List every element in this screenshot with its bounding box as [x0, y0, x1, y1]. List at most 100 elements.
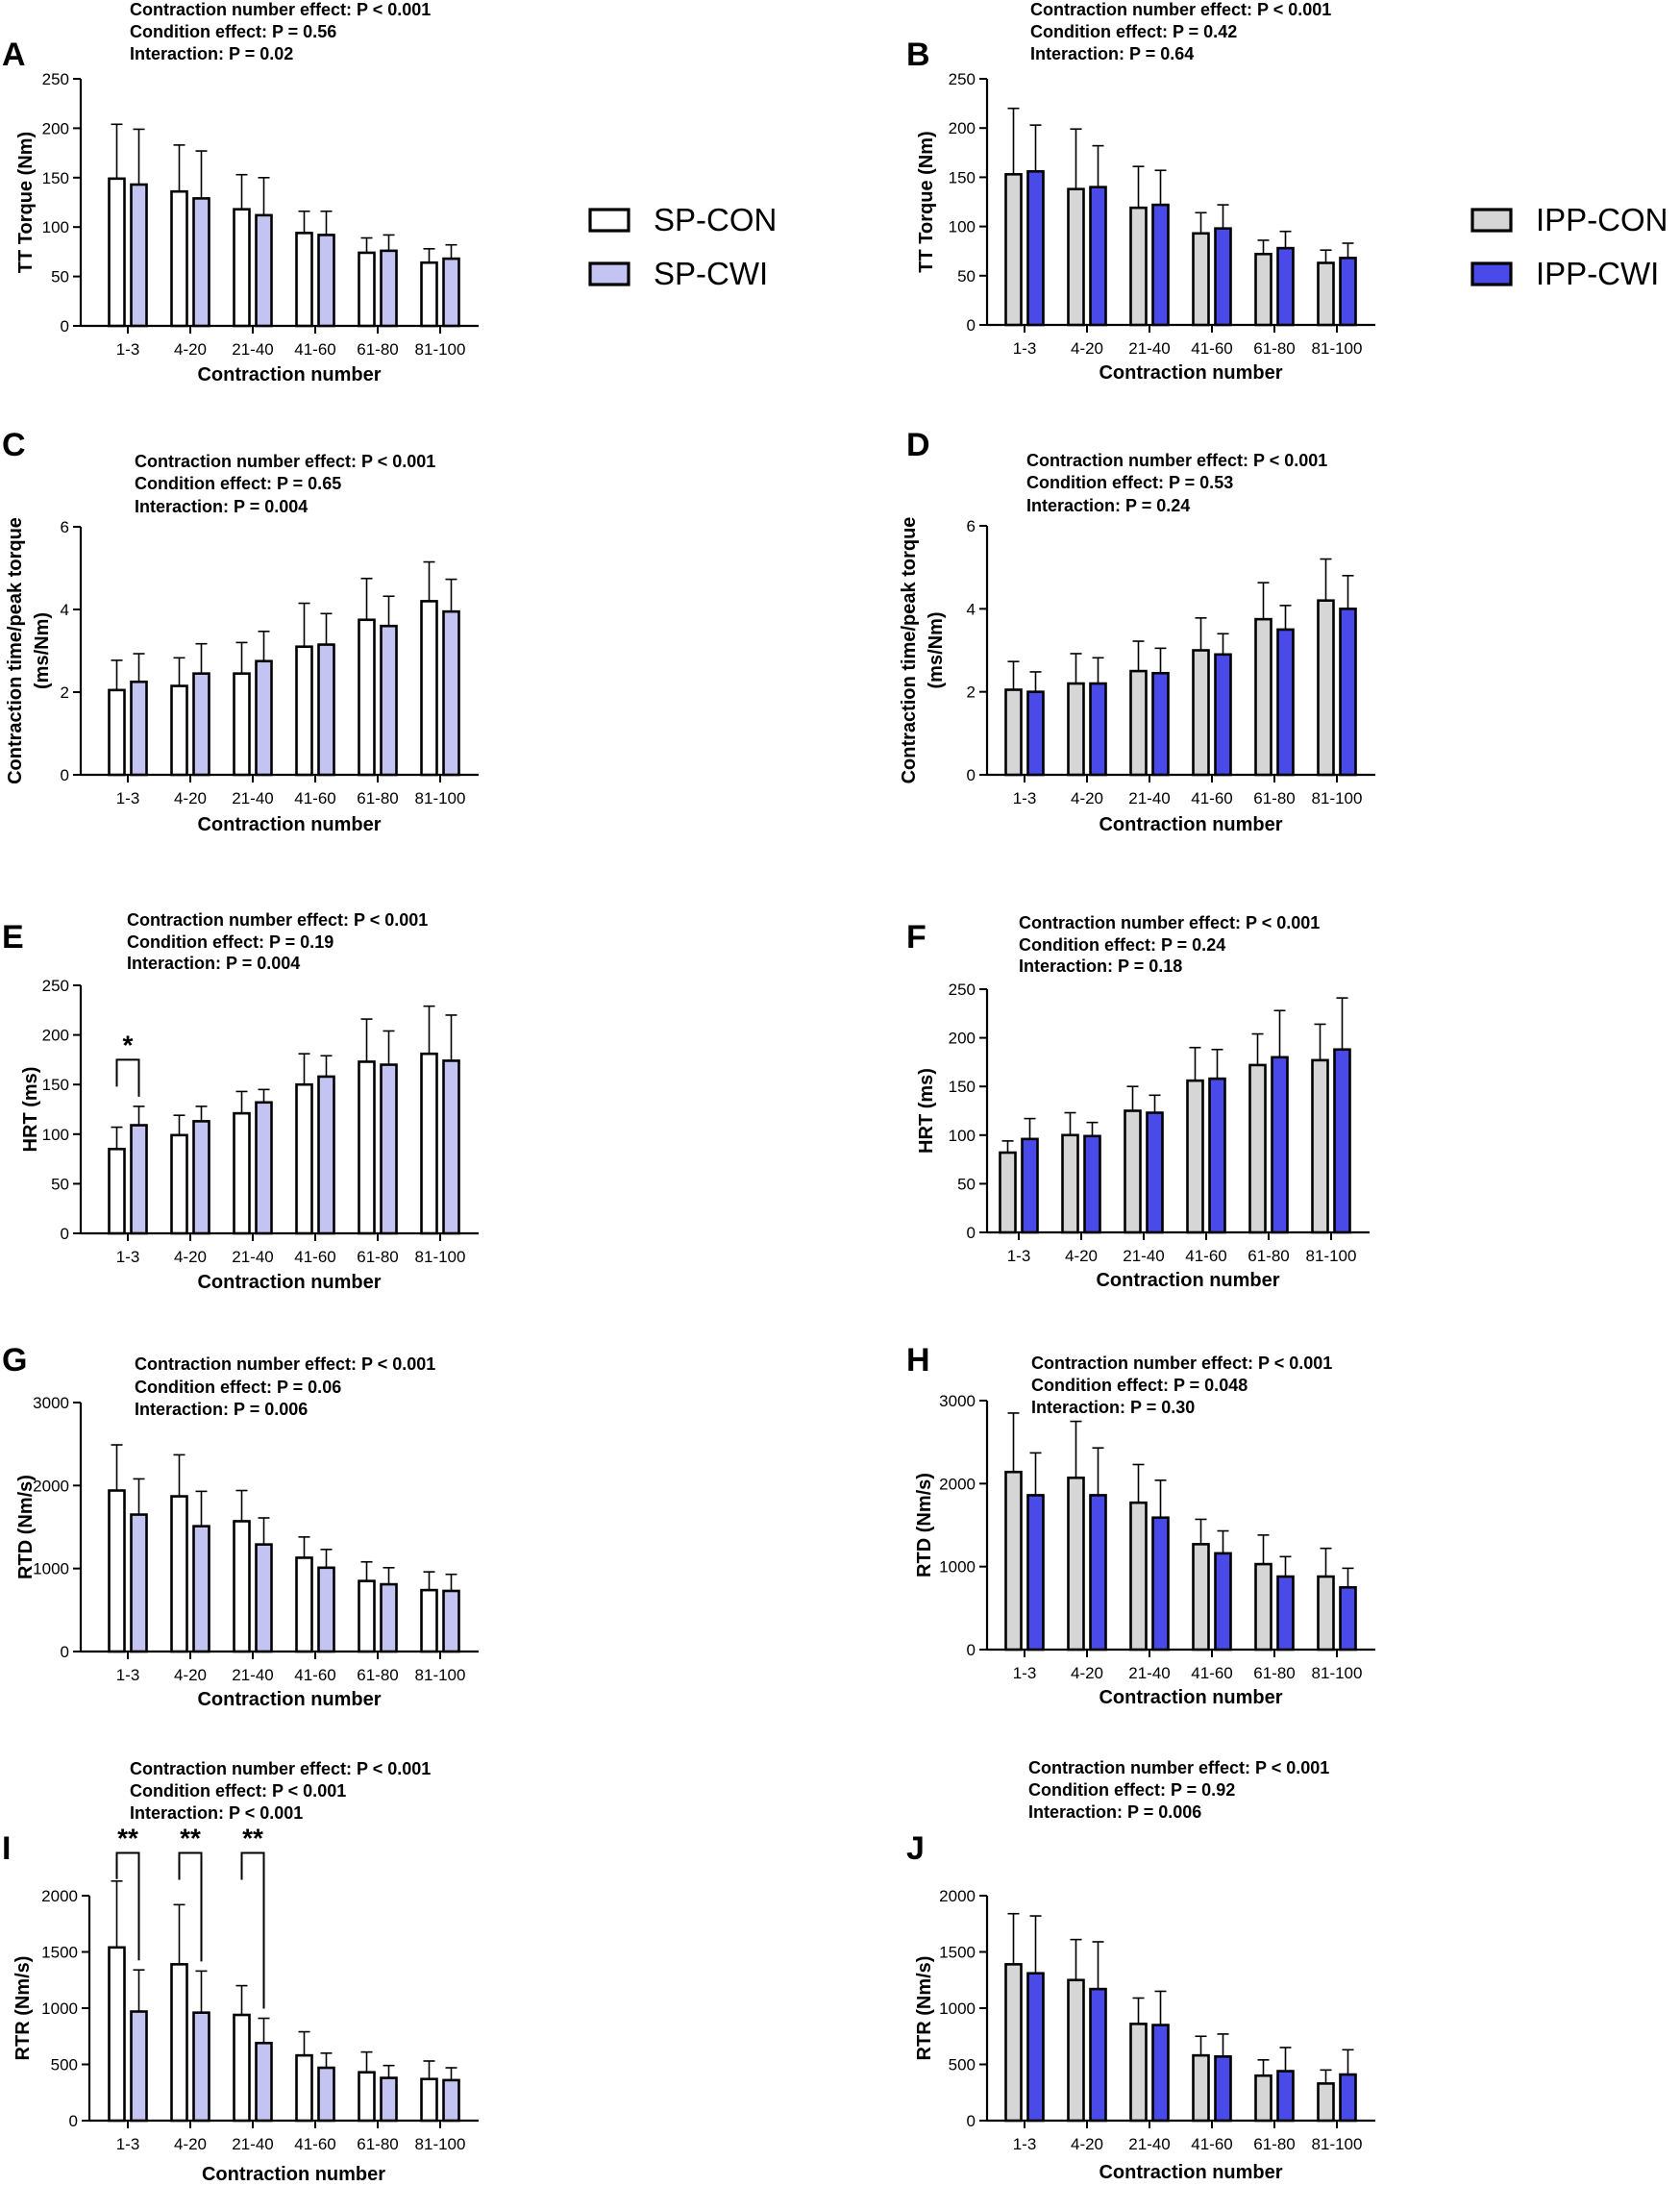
- bar: [1254, 617, 1272, 777]
- x-tick-label: 81-100: [415, 340, 466, 359]
- y-axis-label: HRT (ms): [916, 1068, 937, 1154]
- bar: [1214, 227, 1232, 327]
- bar: [1129, 669, 1148, 777]
- legend-label: SP-CON: [654, 202, 777, 237]
- x-tick-label: 61-80: [357, 789, 398, 807]
- x-tick-label: 4-20: [174, 1248, 207, 1266]
- bar: [1067, 1978, 1085, 2123]
- bar: [108, 1147, 126, 1235]
- bar: [358, 1060, 376, 1235]
- x-tick-label: 21-40: [1128, 339, 1170, 358]
- panel-letter: D: [906, 427, 930, 463]
- x-tick-label: 41-60: [294, 1666, 335, 1684]
- x-tick-label: 61-80: [1253, 2135, 1295, 2153]
- bar: [108, 1946, 126, 2123]
- bar: [420, 261, 438, 328]
- bar: [1276, 2070, 1295, 2123]
- bar: [1271, 1056, 1289, 1234]
- bar: [1317, 2082, 1335, 2123]
- bar: [1192, 232, 1210, 327]
- y-axis-label: TT Torque (Nm): [916, 131, 937, 272]
- y-tick-label: 0: [967, 766, 976, 784]
- significance-bracket: [115, 1851, 140, 1961]
- stat-annotation: Interaction: P = 0.18: [1019, 956, 1182, 976]
- stat-annotation: Condition effect: P < 0.001: [130, 1781, 346, 1801]
- x-tick-label: 21-40: [1128, 2135, 1170, 2153]
- panel-j: J Contraction number effect: P < 0.001 Con…: [906, 1758, 1375, 2183]
- x-tick-label: 1-3: [116, 789, 140, 807]
- bar: [1192, 2053, 1210, 2123]
- x-tick-label: 41-60: [1191, 789, 1232, 807]
- y-tick-label: 6: [61, 518, 69, 536]
- x-tick-label: 81-100: [1312, 789, 1363, 807]
- stat-annotation: Interaction: P = 0.64: [1030, 44, 1194, 63]
- stat-annotation: Contraction number effect: P < 0.001: [130, 1759, 431, 1778]
- legend-swatch: [588, 261, 630, 286]
- bar: [1004, 1963, 1023, 2123]
- bar: [1276, 1575, 1295, 1652]
- bar: [1214, 2055, 1232, 2123]
- bar: [295, 1082, 313, 1235]
- y-tick-label: 150: [949, 168, 976, 186]
- legend-label: SP-CWI: [654, 256, 768, 291]
- bar: [108, 1489, 126, 1653]
- x-tick-label: 4-20: [174, 1666, 207, 1684]
- bar: [1339, 1585, 1357, 1652]
- bar: [380, 624, 398, 777]
- y-axis-label: RTD (Nm/s): [15, 1475, 37, 1579]
- y-tick-label: 100: [42, 1126, 69, 1144]
- bar: [295, 645, 313, 777]
- bar: [1248, 1063, 1267, 1234]
- bar: [295, 1556, 313, 1653]
- x-axis-label: Contraction number: [1099, 2162, 1282, 2183]
- bar: [1089, 1987, 1107, 2123]
- bar: [192, 672, 210, 777]
- stat-annotation: Interaction: P = 0.30: [1031, 1398, 1195, 1417]
- y-axis-label: RTR (Nm/s): [914, 1956, 935, 2061]
- x-tick-label: 1-3: [1007, 1247, 1031, 1265]
- y-tick-label: 1000: [939, 2000, 976, 2018]
- bar: [1317, 261, 1335, 327]
- x-axis-label: Contraction number: [1099, 362, 1282, 384]
- x-tick-label: 41-60: [1191, 339, 1232, 358]
- y-tick-label: 250: [42, 977, 69, 995]
- x-axis-label: Contraction number: [202, 2164, 385, 2185]
- y-axis-label-line: Contraction time/peak torque: [899, 517, 920, 784]
- bar: [295, 2053, 313, 2123]
- panel-letter: A: [2, 37, 26, 73]
- x-tick-label: 61-80: [357, 1666, 398, 1684]
- y-tick-label: 0: [61, 317, 69, 335]
- x-axis-label: Contraction number: [1099, 1687, 1282, 1708]
- significance-marker: **: [242, 1824, 263, 1853]
- legend-swatch: [1470, 208, 1513, 233]
- y-tick-label: 100: [949, 218, 976, 236]
- legend-swatch: [588, 208, 630, 233]
- x-tick-label: 61-80: [357, 2135, 398, 2153]
- x-tick-label: 21-40: [232, 2135, 273, 2153]
- legend-sp: SP-CON SP-CWI: [588, 202, 777, 291]
- bar: [1151, 671, 1170, 777]
- bar: [380, 1063, 398, 1235]
- stat-annotation: Interaction: P = 0.004: [135, 497, 308, 516]
- x-tick-label: 81-100: [1312, 2135, 1363, 2153]
- x-tick-label: 81-100: [415, 1248, 466, 1266]
- bar: [255, 659, 273, 777]
- stat-annotation: Interaction: P = 0.006: [1028, 1802, 1201, 1822]
- stat-annotation: Condition effect: P = 0.06: [135, 1378, 341, 1397]
- panel-letter: G: [2, 1342, 27, 1379]
- panel-letter: F: [906, 919, 926, 956]
- bar: [317, 643, 335, 777]
- x-tick-label: 1-3: [116, 1666, 140, 1684]
- x-tick-label: 41-60: [294, 2135, 335, 2153]
- bar: [442, 257, 460, 328]
- panel-letter: B: [906, 37, 930, 73]
- x-tick-label: 81-100: [415, 2135, 466, 2153]
- bar: [380, 249, 398, 328]
- bar: [1089, 186, 1107, 327]
- significance-marker: **: [117, 1824, 138, 1853]
- stat-annotation: Condition effect: P = 0.42: [1030, 22, 1237, 41]
- bar: [1317, 1575, 1335, 1652]
- bar: [108, 688, 126, 777]
- bar: [108, 177, 126, 328]
- panel-letter: H: [906, 1342, 930, 1379]
